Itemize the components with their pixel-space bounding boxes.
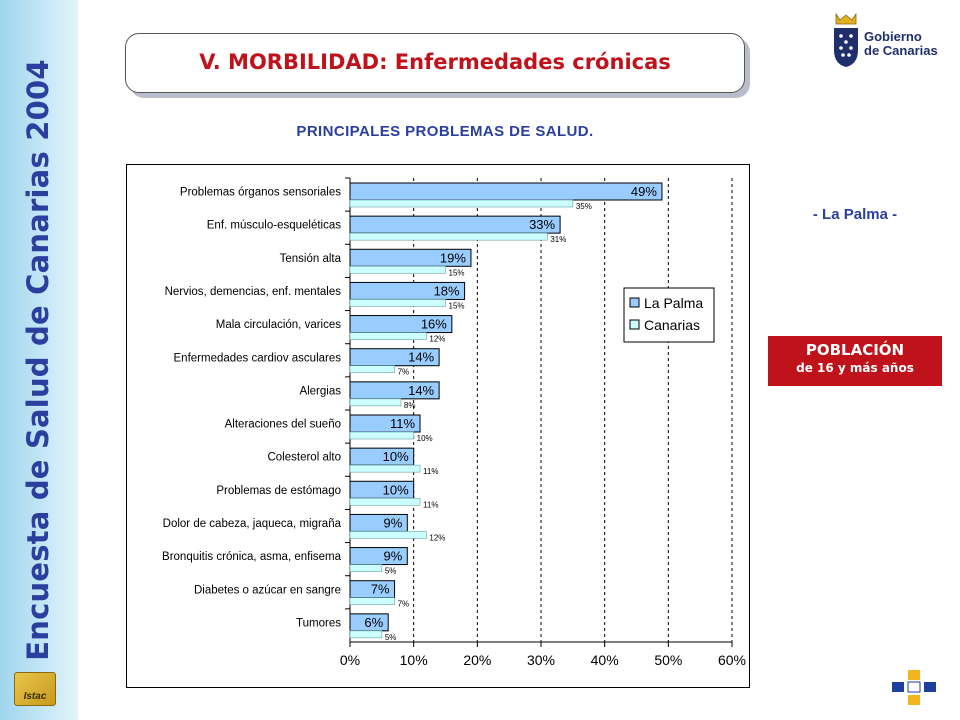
category-label: Dolor de cabeza, jaqueca, migraña: [163, 518, 342, 530]
x-tick-label: 60%: [718, 652, 746, 668]
x-tick-label: 10%: [400, 652, 428, 668]
bar-canarias: [349, 332, 427, 340]
bar-canarias-label: 7%: [398, 368, 410, 377]
population-line2: de 16 y más años: [796, 361, 914, 375]
chart-subtitle: PRINCIPALES PROBLEMAS DE SALUD.: [296, 123, 594, 140]
survey-title: Encuesta de Salud de Canarias 2004: [21, 59, 55, 661]
x-tick-label: 50%: [654, 652, 682, 668]
legend-box: [623, 287, 715, 343]
bar-canarias: [349, 630, 383, 639]
istac-label: Istac: [23, 691, 47, 702]
x-tick-label: 40%: [591, 652, 619, 668]
legend-label: La Palma: [644, 295, 703, 311]
category-label: Enfermedades cardiov asculares: [174, 352, 342, 364]
bar-la-palma-label: 6%: [364, 615, 383, 630]
bar-la-palma-label: 10%: [383, 482, 409, 497]
bar-canarias: [349, 199, 574, 208]
bar-canarias-label: 12%: [429, 335, 445, 344]
bar-canarias: [349, 365, 395, 374]
bar-canarias: [349, 398, 402, 407]
bar-la-palma-label: 9%: [384, 549, 403, 564]
bar-canarias-label: 5%: [385, 567, 397, 576]
gobierno-logo: Gobierno de Canarias: [830, 12, 950, 72]
category-label: Alteraciones del sueño: [225, 419, 341, 431]
logo-line2: de Canarias: [864, 43, 938, 58]
category-label: Tumores: [296, 617, 341, 629]
category-label: Diabetes o azúcar en sangre: [194, 584, 341, 596]
legend-swatch: [629, 297, 640, 308]
bar-la-palma-label: 14%: [408, 350, 434, 365]
bar-canarias: [349, 299, 446, 307]
chart-frame: [126, 164, 750, 688]
x-tick-label: 30%: [527, 652, 555, 668]
category-label: Mala circulación, varices: [216, 319, 342, 331]
bar-canarias: [349, 431, 414, 440]
population-line1: POBLACIÓN: [805, 341, 905, 359]
bar-la-palma-label: 10%: [383, 449, 409, 464]
bar-canarias-label: 7%: [398, 600, 410, 609]
bar-canarias: [349, 265, 446, 274]
bar-canarias: [349, 232, 548, 241]
bar-la-palma-label: 18%: [434, 283, 460, 298]
bar-la-palma-label: 19%: [440, 250, 466, 265]
legend-label: Canarias: [644, 317, 700, 333]
category-label: Alergias: [299, 385, 341, 397]
bar-canarias-label: 35%: [576, 202, 592, 211]
sidebar: Encuesta de Salud de Canarias 2004 Istac: [0, 0, 78, 720]
bar-canarias: [349, 564, 383, 572]
canarias-emblem-icon: [892, 670, 936, 705]
istac-logo: Istac: [14, 672, 56, 706]
x-tick-label: 0%: [340, 652, 360, 668]
category-label: Colesterol alto: [267, 452, 341, 464]
bar-la-palma: [349, 182, 663, 201]
title-box: V. MORBILIDAD: Enfermedades crónicas: [125, 33, 745, 93]
bar-canarias-label: 11%: [423, 467, 438, 476]
bar-canarias-label: 12%: [429, 533, 445, 542]
bar-canarias-label: 8%: [404, 401, 416, 410]
bar-canarias-label: 10%: [417, 434, 433, 443]
bar-canarias-label: 15%: [449, 301, 465, 310]
bar-la-palma-label: 33%: [529, 217, 555, 232]
category-label: Bronquitis crónica, asma, enfisema: [162, 551, 342, 563]
bar-canarias-label: 31%: [550, 235, 566, 244]
bar-la-palma-label: 16%: [421, 317, 447, 332]
bar-canarias: [349, 497, 421, 506]
category-label: Enf. músculo-esqueléticas: [207, 220, 341, 232]
category-label: Problemas de estómago: [216, 485, 341, 497]
bar-canarias-label: 11%: [423, 500, 438, 509]
bar-chart: 0% 10% 20% 30% 40% 50% 60% Problemas órganos se…: [126, 164, 750, 688]
coat-of-arms-icon: [834, 12, 858, 67]
region-label: - La Palma -: [812, 206, 898, 223]
bar-canarias-label: 15%: [449, 268, 465, 277]
bar-la-palma-label: 9%: [384, 515, 403, 530]
category-label: Problemas órganos sensoriales: [180, 187, 341, 199]
bar-la-palma-label: 7%: [371, 582, 390, 597]
bar-la-palma-label: 11%: [390, 416, 415, 431]
bar-la-palma-label: 14%: [408, 383, 434, 398]
bar-canarias-label: 5%: [385, 633, 397, 642]
bar-la-palma-label: 49%: [631, 184, 657, 199]
legend-swatch: [629, 319, 640, 330]
bar-canarias: [349, 464, 421, 473]
bar-canarias: [349, 597, 395, 606]
bar-canarias: [349, 531, 427, 539]
logo-line1: Gobierno: [864, 29, 922, 44]
population-badge: POBLACIÓN de 16 y más años: [768, 336, 942, 386]
page-title: V. MORBILIDAD: Enfermedades crónicas: [199, 50, 671, 74]
category-label: Nervios, demencias, enf. mentales: [165, 286, 342, 298]
category-label: Tensión alta: [280, 253, 342, 265]
x-tick-label: 20%: [463, 652, 491, 668]
